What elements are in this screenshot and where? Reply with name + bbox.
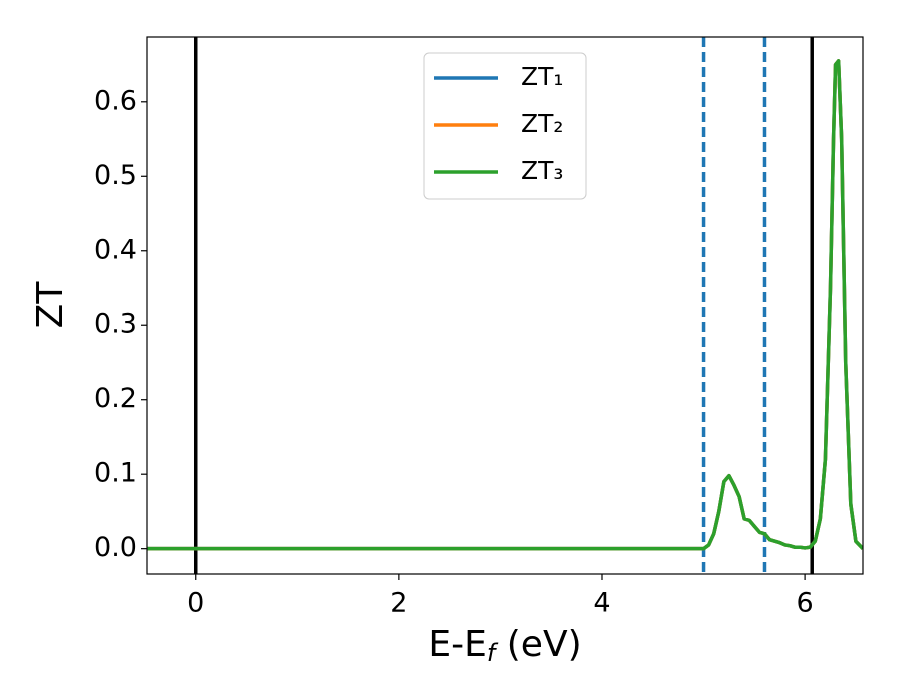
y-tick-label: 0.3 bbox=[94, 309, 137, 340]
y-tick-label: 0.6 bbox=[94, 85, 137, 116]
x-axis-label: E-Ef (eV) bbox=[428, 624, 581, 667]
x-tick-label: 0 bbox=[187, 588, 204, 619]
y-tick-label: 0.0 bbox=[94, 532, 137, 563]
x-tick-label: 6 bbox=[797, 588, 814, 619]
y-tick-label: 0.4 bbox=[94, 234, 137, 265]
legend-box bbox=[423, 52, 587, 200]
x-tick-label: 2 bbox=[390, 588, 407, 619]
x-label-suffix: (eV) bbox=[495, 624, 581, 665]
legend: ZT₁ ZT₂ ZT₃ bbox=[423, 52, 587, 200]
plot-area bbox=[147, 37, 863, 574]
axes-frame bbox=[146, 36, 864, 575]
y-tick-label: 0.5 bbox=[94, 160, 137, 191]
y-tick-label: 0.2 bbox=[94, 383, 137, 414]
legend-label: ZT₂ bbox=[521, 109, 563, 138]
legend-label: ZT₁ bbox=[521, 62, 563, 91]
x-tick-label: 4 bbox=[593, 588, 610, 619]
x-label-text: E-E bbox=[428, 624, 486, 665]
y-axis-label: ZT bbox=[30, 281, 71, 329]
y-tick-label: 0.1 bbox=[94, 458, 137, 489]
series-line bbox=[147, 59, 863, 551]
legend-label: ZT₃ bbox=[521, 156, 563, 185]
